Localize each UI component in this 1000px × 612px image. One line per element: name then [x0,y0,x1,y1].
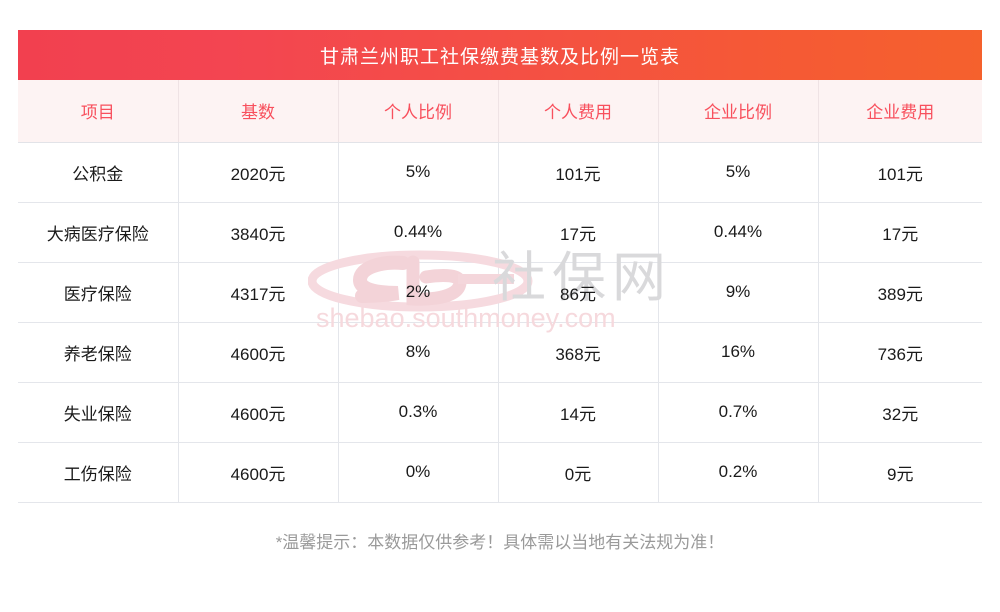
cell-base: 2020元 [178,142,339,203]
table-title-bar: 甘肃兰州职工社保缴费基数及比例一览表 [18,30,982,80]
table-header-row: 项目 基数 个人比例 个人费用 企业比例 企业费用 [18,80,982,143]
table-body: 公积金 2020元 5% 101元 5% 101元 大病医疗保险 3840元 0… [18,142,982,503]
cell-item: 大病医疗保险 [18,202,179,263]
cell-base: 4600元 [178,442,339,503]
cell-company-fee: 389元 [818,262,982,323]
table-row: 大病医疗保险 3840元 0.44% 17元 0.44% 17元 [18,202,982,263]
footer-note: *温馨提示：本数据仅供参考！具体需以当地有关法规为准！ [275,533,725,552]
table-row: 养老保险 4600元 8% 368元 16% 736元 [18,322,982,383]
cell-company-fee: 736元 [818,322,982,383]
table-head: 项目 基数 个人比例 个人费用 企业比例 企业费用 [18,80,982,143]
cell-item: 医疗保险 [18,262,179,323]
cell-company-rate: 0.2% [658,442,819,503]
cell-personal-rate: 8% [338,322,499,383]
cell-item: 工伤保险 [18,442,179,503]
table-row: 工伤保险 4600元 0% 0元 0.2% 9元 [18,442,982,503]
cell-item: 养老保险 [18,322,179,383]
column-header-company-rate: 企业比例 [658,80,819,143]
cell-personal-fee: 368元 [498,322,659,383]
column-header-personal-rate: 个人比例 [338,80,499,143]
table-row: 医疗保险 4317元 2% 86元 9% 389元 [18,262,982,323]
column-header-item: 项目 [18,80,179,143]
cell-company-rate: 9% [658,262,819,323]
cell-personal-fee: 14元 [498,382,659,443]
cell-company-rate: 0.7% [658,382,819,443]
cell-personal-rate: 2% [338,262,499,323]
cell-base: 4600元 [178,382,339,443]
cell-company-fee: 101元 [818,142,982,203]
social-insurance-rate-table: 项目 基数 个人比例 个人费用 企业比例 企业费用 公积金 2020元 5% 1… [18,80,982,503]
cell-personal-fee: 0元 [498,442,659,503]
cell-personal-fee: 101元 [498,142,659,203]
cell-item: 失业保险 [18,382,179,443]
cell-personal-rate: 0% [338,442,499,503]
cell-personal-rate: 5% [338,142,499,203]
title-gradient-background: 甘肃兰州职工社保缴费基数及比例一览表 [18,30,982,80]
cell-personal-fee: 86元 [498,262,659,323]
cell-base: 4600元 [178,322,339,383]
table-row: 公积金 2020元 5% 101元 5% 101元 [18,142,982,203]
cell-personal-rate: 0.44% [338,202,499,263]
column-header-company-fee: 企业费用 [818,80,982,143]
page-title: 甘肃兰州职工社保缴费基数及比例一览表 [319,46,680,68]
column-header-base: 基数 [178,80,339,143]
cell-company-rate: 16% [658,322,819,383]
cell-item: 公积金 [18,142,179,203]
cell-personal-rate: 0.3% [338,382,499,443]
cell-company-rate: 5% [658,142,819,203]
column-header-personal-fee: 个人费用 [498,80,659,143]
cell-base: 4317元 [178,262,339,323]
cell-company-fee: 9元 [818,442,982,503]
cell-company-fee: 17元 [818,202,982,263]
table-row: 失业保险 4600元 0.3% 14元 0.7% 32元 [18,382,982,443]
cell-company-rate: 0.44% [658,202,819,263]
cell-company-fee: 32元 [818,382,982,443]
cell-personal-fee: 17元 [498,202,659,263]
rate-table-container: 项目 基数 个人比例 个人费用 企业比例 企业费用 公积金 2020元 5% 1… [18,80,982,503]
cell-base: 3840元 [178,202,339,263]
